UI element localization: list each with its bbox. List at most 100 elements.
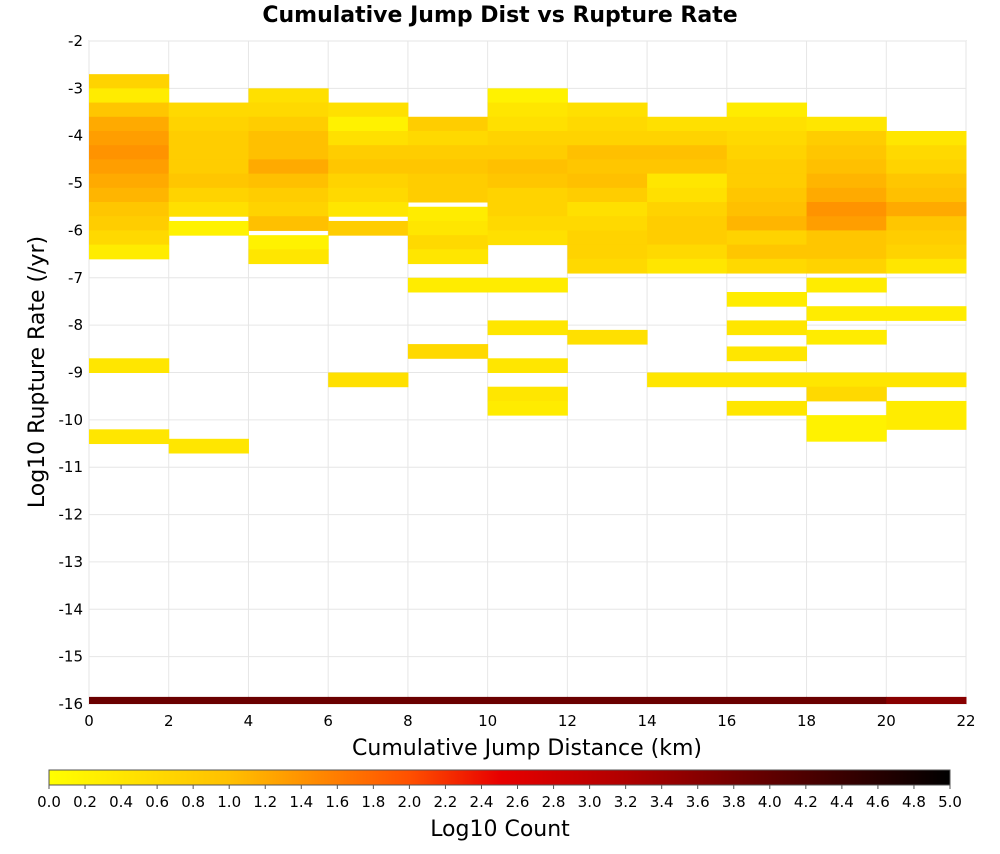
heatmap-cell bbox=[328, 202, 409, 217]
heatmap-cell bbox=[407, 696, 489, 704]
heatmap-cell bbox=[487, 187, 568, 203]
heatmap-cell bbox=[487, 173, 568, 189]
heatmap-cell bbox=[248, 159, 329, 175]
heatmap-cell bbox=[726, 145, 808, 160]
heatmap-cell bbox=[168, 220, 249, 236]
heatmap-cell bbox=[89, 74, 170, 89]
heatmap-cell bbox=[806, 277, 887, 293]
heatmap-cell bbox=[328, 372, 409, 388]
y-tick-label: -8 bbox=[68, 316, 83, 334]
heatmap-cell bbox=[487, 386, 568, 402]
heatmap-cell bbox=[89, 358, 170, 373]
heatmap-cell bbox=[407, 235, 489, 250]
heatmap-cell bbox=[248, 173, 329, 189]
heatmap-cell bbox=[806, 258, 887, 274]
heatmap-cell bbox=[487, 696, 568, 704]
heatmap-cell bbox=[168, 438, 249, 454]
heatmap-cell bbox=[806, 145, 887, 160]
y-tick-label: -5 bbox=[68, 174, 83, 192]
colorbar-tick-label: 0.8 bbox=[181, 793, 205, 811]
x-tick-label: 20 bbox=[877, 712, 896, 730]
heatmap-cell bbox=[806, 202, 887, 217]
colorbar-tick-label: 4.8 bbox=[902, 793, 926, 811]
heatmap-cell bbox=[567, 159, 648, 175]
heatmap-cell bbox=[567, 258, 648, 274]
y-tick-label: -2 bbox=[68, 32, 83, 50]
colorbar-tick-label: 3.4 bbox=[650, 793, 674, 811]
colorbar-tick-label: 2.0 bbox=[397, 793, 421, 811]
colorbar-tick-label: 1.0 bbox=[217, 793, 241, 811]
heatmap-cell bbox=[168, 130, 249, 146]
colorbar-tick-label: 2.4 bbox=[470, 793, 494, 811]
heatmap-cell bbox=[487, 320, 568, 336]
heatmap-cell bbox=[168, 173, 249, 189]
y-tick-label: -9 bbox=[68, 364, 83, 382]
x-tick-label: 12 bbox=[558, 712, 577, 730]
colorbar-tick-label: 2.8 bbox=[542, 793, 566, 811]
x-tick-label: 8 bbox=[403, 712, 413, 730]
heatmap-cell bbox=[647, 130, 728, 146]
heatmap-cell bbox=[89, 244, 170, 260]
heatmap-cell bbox=[89, 429, 170, 445]
y-tick-label: -7 bbox=[68, 269, 83, 287]
heatmap-cell bbox=[647, 216, 728, 231]
heatmap-cell bbox=[726, 244, 808, 260]
heatmap-cell bbox=[806, 173, 887, 189]
colorbar-tick-label: 3.0 bbox=[578, 793, 602, 811]
x-tick-label: 18 bbox=[797, 712, 816, 730]
heatmap-cell bbox=[726, 159, 808, 175]
heatmap-cell bbox=[567, 329, 648, 345]
heatmap-cell bbox=[487, 130, 568, 146]
heatmap-cell bbox=[886, 159, 967, 175]
colorbar-tick-label: 4.6 bbox=[866, 793, 890, 811]
heatmap-cell bbox=[328, 145, 409, 160]
heatmap-cell bbox=[647, 696, 728, 704]
heatmap-cell bbox=[89, 102, 170, 118]
heatmap-cell bbox=[567, 130, 648, 146]
chart-title: Cumulative Jump Dist vs Rupture Rate bbox=[262, 3, 737, 28]
heatmap-cell bbox=[328, 187, 409, 203]
heatmap-cell bbox=[89, 130, 170, 146]
heatmap-cell bbox=[89, 202, 170, 217]
y-tick-label: -11 bbox=[59, 458, 84, 476]
heatmap-cell bbox=[886, 173, 967, 189]
y-tick-label: -6 bbox=[68, 221, 83, 239]
heatmap-cell bbox=[89, 116, 170, 132]
heatmap-cell bbox=[407, 145, 489, 160]
heatmap-cell bbox=[886, 306, 967, 321]
colorbar-tick-label: 0.2 bbox=[73, 793, 97, 811]
heatmap-cell bbox=[407, 159, 489, 175]
colorbar-tick-label: 1.8 bbox=[361, 793, 385, 811]
heatmap-cell bbox=[89, 173, 170, 189]
heatmap-cell bbox=[567, 202, 648, 217]
heatmap-cell bbox=[168, 116, 249, 132]
colorbar-tick-label: 0.6 bbox=[145, 793, 169, 811]
heatmap-cell bbox=[487, 358, 568, 373]
heatmap-cell bbox=[407, 277, 489, 293]
colorbar-tick-label: 3.8 bbox=[722, 793, 746, 811]
heatmap-cell bbox=[407, 344, 489, 359]
heatmap-cell bbox=[407, 130, 489, 146]
heatmap-cell bbox=[248, 202, 329, 217]
heatmap-cell bbox=[726, 320, 808, 336]
heatmap-cell bbox=[168, 159, 249, 175]
heatmap-cell bbox=[248, 187, 329, 203]
heatmap-cell bbox=[806, 426, 887, 442]
x-tick-label: 0 bbox=[84, 712, 94, 730]
heatmap-cell bbox=[487, 102, 568, 118]
heatmap-cell bbox=[647, 230, 728, 246]
x-tick-label: 14 bbox=[638, 712, 657, 730]
x-axis-ticks: 0 2 4 6 8 10 12 14 16 18 20 22 bbox=[84, 712, 975, 730]
heatmap-cell bbox=[806, 329, 887, 345]
heatmap-cell bbox=[89, 145, 170, 160]
heatmap-cell bbox=[886, 372, 967, 388]
heatmap-cell bbox=[647, 173, 728, 189]
heatmap-cell bbox=[487, 202, 568, 217]
heatmap-cell bbox=[567, 102, 648, 118]
heatmap-cell bbox=[248, 88, 329, 104]
colorbar-tick-label: 3.6 bbox=[686, 793, 710, 811]
x-tick-label: 22 bbox=[956, 712, 975, 730]
heatmap-cell bbox=[168, 187, 249, 203]
y-tick-label: -12 bbox=[59, 506, 84, 524]
